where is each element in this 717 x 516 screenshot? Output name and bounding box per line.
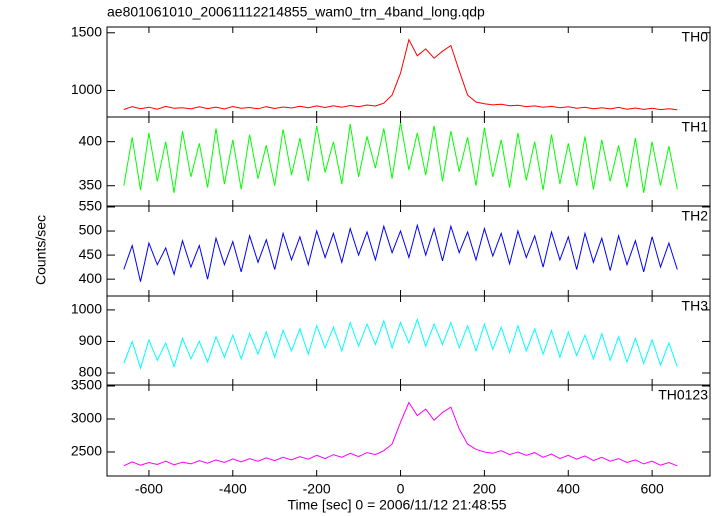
x-tick-label: 600	[640, 481, 664, 497]
x-axis-label: Time [sec] 0 = 2006/11/12 21:48:55	[287, 497, 506, 513]
x-tick-label: 400	[557, 481, 581, 497]
x-tick-label: -600	[135, 481, 163, 497]
y-tick-label: 3500	[71, 377, 102, 393]
y-tick-label: 350	[79, 176, 103, 192]
panel-label: TH2	[682, 208, 709, 224]
panel-label: TH0123	[658, 387, 708, 403]
panel-frame	[106, 384, 711, 477]
x-tick-label: 200	[473, 481, 497, 497]
y-axis-label: Counts/sec	[33, 215, 49, 285]
y-tick-label: 1000	[71, 81, 102, 97]
x-tick-label: -400	[219, 481, 247, 497]
y-tick-label: 550	[79, 198, 103, 214]
y-tick-label: 400	[79, 270, 103, 286]
panel-frame	[106, 116, 711, 207]
y-tick-label: 400	[79, 132, 103, 148]
y-tick-label: 2500	[71, 443, 102, 459]
x-tick-label: 0	[397, 481, 405, 497]
y-tick-label: 1500	[71, 23, 102, 39]
data-line	[123, 122, 678, 193]
y-tick-label: 800	[79, 364, 103, 380]
y-tick-label: 900	[79, 332, 103, 348]
y-tick-label: 450	[79, 246, 103, 262]
data-line	[123, 223, 678, 282]
panel-label: TH0	[682, 29, 709, 45]
y-tick-label: 3000	[71, 410, 102, 426]
panel-label: TH1	[682, 119, 709, 135]
data-line	[123, 401, 678, 467]
y-tick-label: 1000	[71, 301, 102, 317]
chart-title: ae801061010_20061112214855_wam0_trn_4ban…	[107, 4, 485, 20]
data-line	[123, 38, 678, 111]
panel-label: TH3	[682, 298, 709, 314]
data-line	[123, 317, 678, 371]
x-tick-label: -200	[303, 481, 331, 497]
y-tick-label: 500	[79, 222, 103, 238]
